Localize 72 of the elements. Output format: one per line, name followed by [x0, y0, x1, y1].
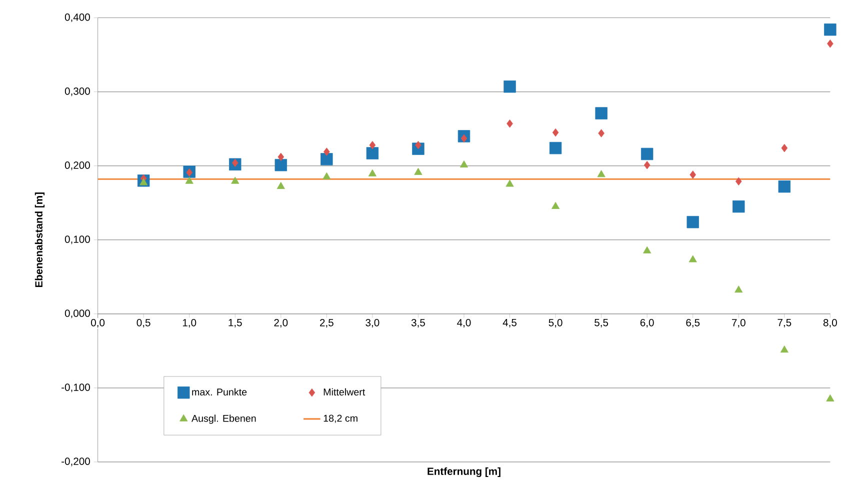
point [826, 394, 834, 402]
legend-label: Ausgl. Ebenen [192, 414, 256, 424]
point [322, 172, 331, 180]
legend-label: Mittelwert [324, 388, 366, 396]
x-tick-label: 6,5 [686, 319, 700, 328]
x-tick-label: 0,5 [136, 319, 150, 328]
point [549, 142, 562, 154]
point [460, 134, 468, 143]
point [414, 168, 422, 176]
x-axis-title: Entfernung [m] [428, 468, 500, 478]
x-tick-label: 2,0 [274, 319, 288, 328]
point [231, 176, 240, 184]
point [686, 216, 699, 228]
point [460, 160, 468, 168]
y-tick-label: 0,100 [64, 236, 90, 244]
point [504, 80, 516, 93]
point [278, 152, 284, 162]
point [778, 180, 791, 193]
x-tick-label: 7,0 [732, 319, 746, 328]
point [366, 147, 379, 160]
x-tick-label: 1,0 [182, 319, 196, 328]
point [276, 182, 285, 190]
y-tick-label: 0,300 [64, 88, 90, 96]
x-tick-label: 5,0 [548, 319, 562, 328]
point [827, 40, 834, 48]
point [595, 107, 608, 120]
point [734, 286, 743, 293]
point [506, 180, 514, 187]
y-tick-label: 0,400 [64, 14, 90, 22]
x-tick-label: 4,0 [457, 319, 471, 328]
x-tick-label: 5,5 [594, 319, 608, 328]
x-tick-label: 1,5 [228, 319, 242, 328]
y-tick-label: 0,000 [64, 310, 90, 318]
x-tick-label: 8,0 [823, 319, 837, 328]
point [824, 24, 836, 36]
x-tick-label: 3,5 [411, 319, 425, 328]
point [598, 129, 604, 138]
point [643, 246, 652, 254]
point [324, 148, 330, 156]
x-tick-label: 3,0 [366, 319, 380, 328]
point [140, 178, 148, 186]
y-axis-title: Ebenenabstand [m] [34, 192, 45, 288]
point [320, 153, 333, 166]
point [732, 200, 745, 213]
point [552, 128, 559, 137]
point [274, 159, 287, 172]
point [232, 158, 238, 168]
x-tick-label: 0,0 [91, 319, 105, 328]
point [186, 168, 192, 177]
point [368, 170, 376, 177]
x-tick-label: 4,5 [502, 319, 517, 328]
legend-label: max. Punkte [192, 388, 247, 396]
point [552, 202, 560, 210]
x-tick-label: 2,5 [320, 319, 334, 328]
point [688, 255, 697, 262]
point [644, 161, 650, 170]
x-tick-label: 7,5 [778, 319, 792, 328]
point [506, 120, 513, 128]
point [185, 176, 194, 184]
point [735, 177, 742, 186]
x-tick-label: 6,0 [640, 319, 654, 328]
point [780, 346, 788, 353]
point [415, 141, 422, 150]
point [597, 170, 606, 178]
point [690, 170, 696, 180]
y-tick-label: -0,100 [62, 384, 90, 392]
point [369, 141, 376, 150]
y-tick-label: -0,200 [62, 458, 90, 466]
legend-label: 18,2 cm [324, 414, 358, 424]
y-tick-label: 0,200 [64, 162, 90, 170]
point [640, 148, 654, 160]
point [781, 144, 788, 152]
